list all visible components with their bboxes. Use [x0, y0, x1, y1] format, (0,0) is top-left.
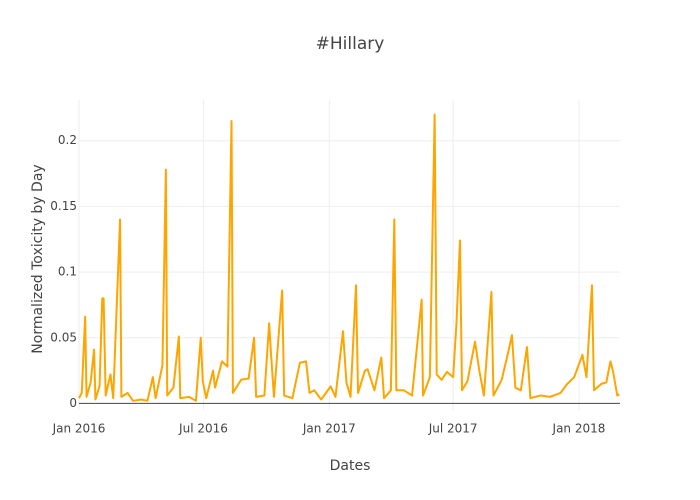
y-axis-label: Normalized Toxicity by Day — [30, 164, 46, 353]
x-tick-label: Jan 2018 — [552, 422, 606, 436]
x-tick-label: Jan 2017 — [302, 422, 356, 436]
y-tick-label: 0.15 — [50, 199, 77, 213]
x-tick-label: Jan 2016 — [52, 422, 106, 436]
data-line — [78, 113, 620, 402]
x-axis-label: Dates — [330, 458, 371, 474]
y-tick-label: 0.2 — [58, 133, 77, 147]
y-tick-label: 0.05 — [50, 330, 77, 344]
y-tick-label: 0.1 — [58, 265, 77, 279]
chart-title: #Hillary — [316, 34, 385, 54]
x-tick-label: Jul 2016 — [178, 422, 228, 436]
y-tick-label: 0 — [69, 396, 77, 410]
x-tick-label: Jul 2017 — [428, 422, 478, 436]
